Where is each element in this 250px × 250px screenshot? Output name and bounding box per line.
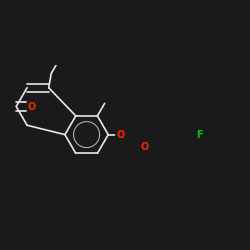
Text: O: O: [28, 102, 36, 112]
Text: F: F: [196, 130, 203, 140]
Text: O: O: [116, 130, 124, 140]
Text: O: O: [140, 142, 148, 152]
